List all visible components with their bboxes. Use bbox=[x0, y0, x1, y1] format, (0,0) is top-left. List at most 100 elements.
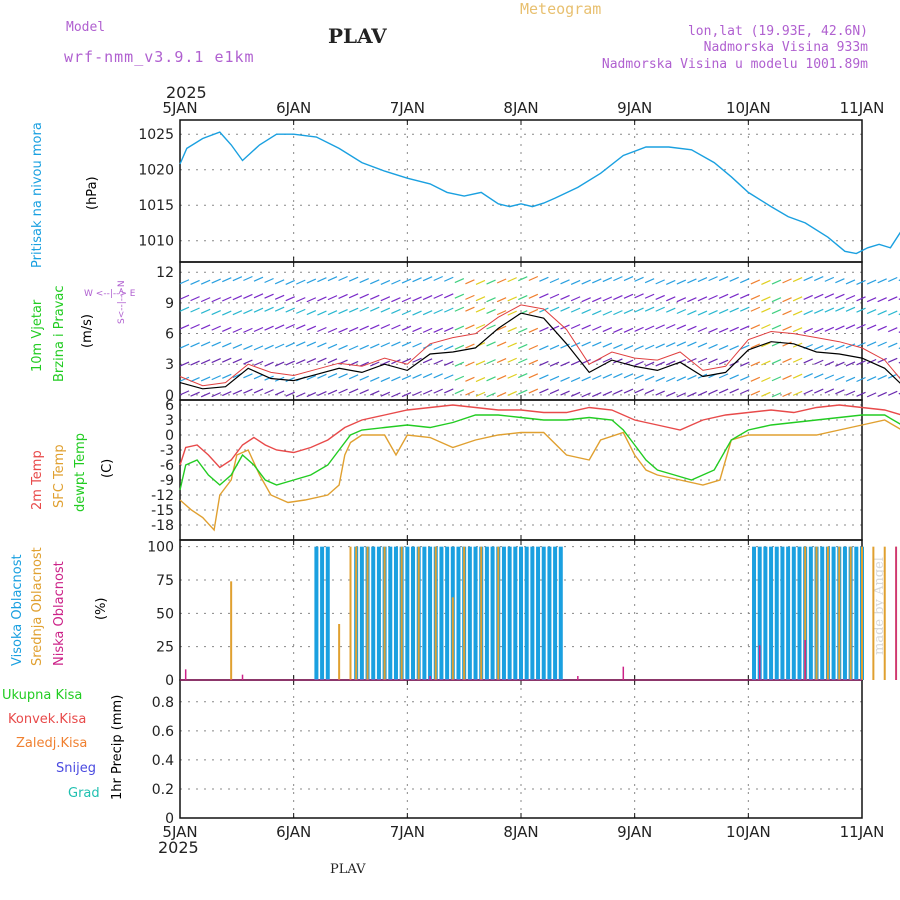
lonlat-label: lon,lat (19.93E, 42.6N) bbox=[687, 24, 868, 39]
wind-arrow-7-63 bbox=[845, 279, 856, 285]
wind-arrow-0-44 bbox=[644, 389, 655, 395]
wind-arrow-4-31 bbox=[507, 327, 517, 333]
cloud-bar-0-50 bbox=[808, 546, 813, 680]
wind-arrow-0-62 bbox=[835, 389, 845, 395]
wind-arrow-5-8 bbox=[264, 306, 274, 312]
x-tick-label-bottom-6: 11JAN bbox=[840, 823, 885, 841]
wind-arrow-1-23 bbox=[422, 373, 433, 379]
wind-arrow-4-43 bbox=[634, 326, 644, 332]
cloud-bar-2-2 bbox=[429, 676, 431, 680]
cloud-bar-1-2 bbox=[349, 546, 352, 680]
wind-arrow-3-49 bbox=[697, 342, 708, 348]
wind-arrow-5-0 bbox=[179, 306, 190, 312]
wind-arrow-5-37 bbox=[570, 307, 581, 313]
wind-arrow-2-63 bbox=[845, 361, 856, 367]
wind-arrow-7-29 bbox=[486, 279, 496, 285]
wind-arrow-0-65 bbox=[866, 392, 877, 398]
wind-arrow-3-1 bbox=[190, 342, 200, 348]
wind-arrow-6-61 bbox=[824, 293, 835, 299]
wind-arrow-2-28 bbox=[475, 360, 486, 366]
wind-arrow-5-54 bbox=[750, 306, 761, 312]
wind-arrow-1-4 bbox=[222, 373, 232, 379]
cloud-bar-1-7 bbox=[417, 546, 420, 680]
wind-arrow-4-2 bbox=[200, 324, 211, 330]
wind-arrow-2-6 bbox=[243, 359, 253, 365]
wind-arrow-0-19 bbox=[380, 391, 391, 397]
temp-sfc-line bbox=[179, 419, 900, 532]
wind-arrow-6-60 bbox=[814, 293, 824, 299]
wind-arrow-5-55 bbox=[761, 307, 771, 313]
wind-arrow-7-1 bbox=[190, 279, 200, 285]
wind-arrow-4-29 bbox=[486, 324, 496, 330]
cloud-bar-1-4 bbox=[366, 546, 369, 680]
wind-arrow-6-21 bbox=[401, 297, 412, 303]
wind-arrow-0-49 bbox=[697, 390, 708, 396]
wind-arrow-1-14 bbox=[327, 373, 338, 379]
wind-arrow-1-6 bbox=[243, 373, 253, 379]
wind-arrow-6-12 bbox=[306, 297, 317, 303]
cloud-bar-0-23 bbox=[467, 546, 472, 680]
cloud-bar-2-5 bbox=[758, 645, 761, 680]
cloud-bar-1-16 bbox=[838, 546, 841, 680]
wind-arrow-0-59 bbox=[803, 389, 813, 395]
wind-arrow-1-21 bbox=[401, 375, 412, 381]
wind-arrow-2-62 bbox=[835, 361, 845, 367]
wind-arrow-7-66 bbox=[877, 278, 887, 284]
wind-arrow-7-53 bbox=[740, 278, 750, 284]
wind-arrow-1-48 bbox=[687, 374, 697, 381]
wind-arrow-7-8 bbox=[264, 277, 274, 284]
wind-arrow-1-19 bbox=[380, 376, 391, 383]
y-tick-label-4-1: 0.2 bbox=[152, 782, 174, 798]
wind-arrow-2-4 bbox=[222, 357, 232, 363]
wind-arrow-6-7 bbox=[253, 293, 264, 299]
wind-arrow-2-21 bbox=[401, 357, 412, 364]
wind-arrow-2-17 bbox=[359, 361, 369, 367]
wind-arrow-5-63 bbox=[845, 306, 856, 312]
cloud-bar-1-6 bbox=[400, 546, 403, 680]
wind-arrow-2-48 bbox=[687, 357, 697, 364]
wind-arrow-3-32 bbox=[518, 343, 528, 349]
wind-arrow-0-43 bbox=[634, 388, 644, 394]
wind-arrow-4-60 bbox=[814, 327, 824, 333]
wind-arrow-0-58 bbox=[792, 390, 803, 396]
cloud-bar-2-6 bbox=[804, 640, 806, 680]
wind-arrow-5-47 bbox=[676, 308, 687, 315]
wind-arrow-5-65 bbox=[866, 309, 877, 315]
wind-arrow-4-63 bbox=[845, 324, 856, 330]
wind-arrow-0-20 bbox=[391, 392, 401, 398]
wind-arrow-0-6 bbox=[243, 388, 253, 394]
wind-arrow-7-61 bbox=[824, 276, 835, 282]
wind-arrow-1-38 bbox=[581, 376, 591, 382]
wind-arrow-2-14 bbox=[327, 358, 338, 364]
wind-arrow-5-24 bbox=[433, 308, 443, 315]
wind-arrow-7-16 bbox=[348, 276, 359, 282]
wind-arrow-2-65 bbox=[866, 358, 877, 365]
cloud-bar-1-18 bbox=[861, 546, 863, 680]
wind-arrow-1-40 bbox=[602, 373, 613, 379]
wind-arrow-6-4 bbox=[222, 296, 232, 302]
wind-arrow-5-58 bbox=[792, 310, 803, 316]
cloud-bar-0-1 bbox=[320, 546, 325, 680]
wind-arrow-0-0 bbox=[179, 390, 190, 396]
wind-arrow-5-13 bbox=[317, 310, 327, 316]
wind-arrow-2-5 bbox=[232, 358, 243, 364]
cloud-bar-0-32 bbox=[519, 546, 523, 680]
wind-arrow-2-27 bbox=[465, 361, 475, 367]
wind-arrow-2-38 bbox=[581, 359, 591, 365]
wind-arrow-0-54 bbox=[750, 390, 761, 396]
wind-arrow-5-28 bbox=[475, 307, 486, 313]
wind-arrow-7-23 bbox=[422, 276, 433, 282]
wind-arrow-2-29 bbox=[486, 359, 496, 365]
wind-arrow-4-49 bbox=[697, 327, 708, 333]
wind-arrow-1-25 bbox=[444, 374, 454, 380]
wind-arrow-5-4 bbox=[222, 310, 232, 316]
wind-arrow-2-50 bbox=[708, 358, 718, 364]
wind-arrow-6-15 bbox=[338, 293, 348, 299]
cloud-bar-0-12 bbox=[405, 546, 410, 680]
wind-arrow-5-44 bbox=[644, 306, 655, 312]
wind-arrow-2-57 bbox=[782, 357, 792, 364]
x-tick-label-top-4: 9JAN bbox=[617, 99, 652, 117]
wind-arrow-7-35 bbox=[549, 278, 560, 284]
wind-arrow-7-54 bbox=[750, 279, 761, 285]
y-tick-label-0-1: 1015 bbox=[138, 198, 174, 214]
